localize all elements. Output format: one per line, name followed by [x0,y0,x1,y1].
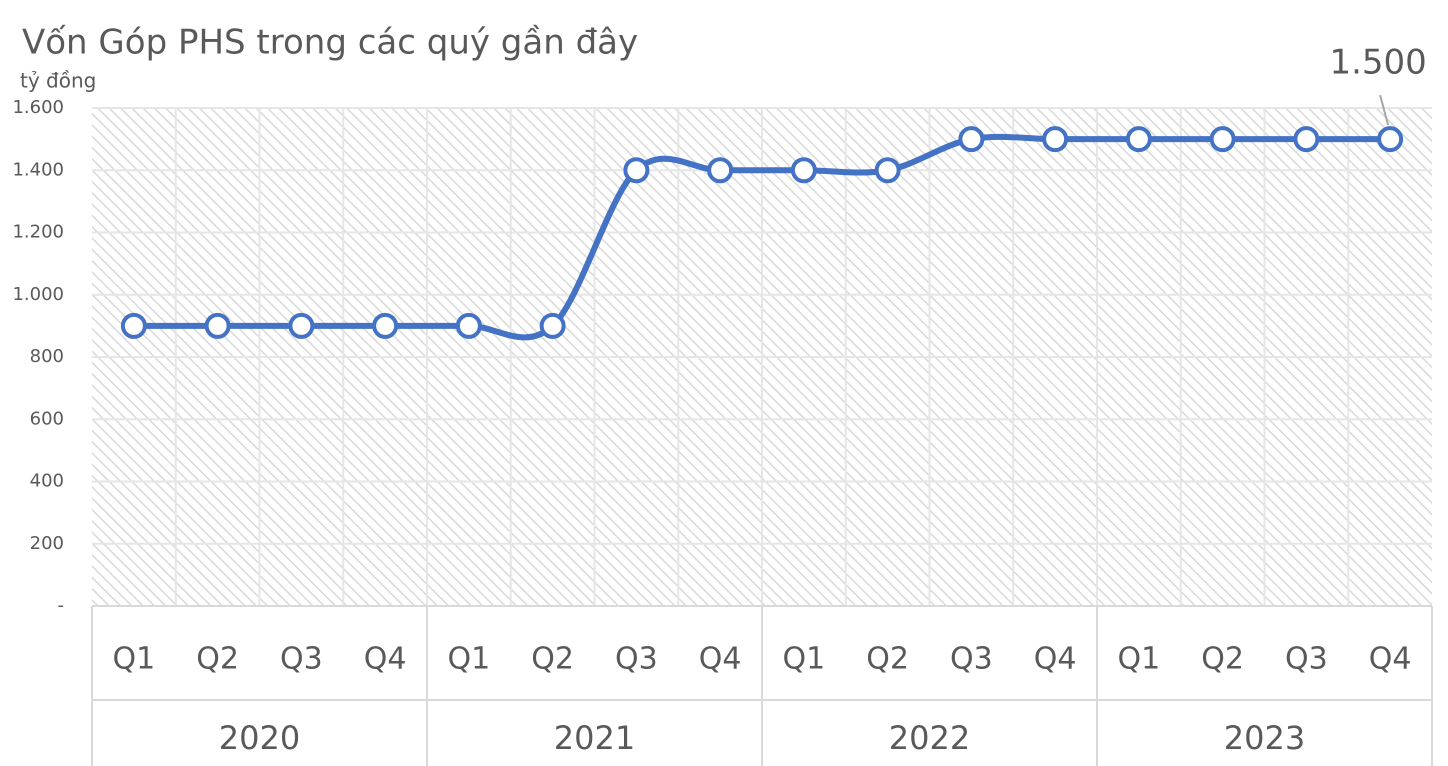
marker [1125,126,1152,153]
marker [539,312,566,339]
x-tick-label: Q1 [113,642,156,677]
marker [1293,126,1320,153]
marker [790,157,817,184]
x-tick-label: Q1 [783,642,826,677]
x-tick-label: Q3 [615,642,658,677]
y-tick-label: 400 [30,471,64,492]
data-label: 1.500 [1329,43,1426,83]
x-group-label: 2020 [219,719,300,757]
y-tick-label: - [58,595,65,616]
x-tick-label: Q4 [1034,642,1077,677]
marker [288,312,315,339]
marker [874,157,901,184]
marker [958,126,985,153]
marker [707,157,734,184]
x-group-label: 2023 [1224,719,1305,757]
x-tick-label: Q2 [866,642,909,677]
x-tick-label: Q4 [1369,642,1412,677]
marker [623,157,650,184]
marker [204,312,231,339]
leader-line [1379,94,1390,126]
x-tick-label: Q3 [280,642,323,677]
x-tick-label: Q3 [950,642,993,677]
marker [455,312,482,339]
marker [1377,126,1404,153]
y-tick-label: 800 [30,346,64,367]
x-group-label: 2022 [889,719,970,757]
series-line [133,133,1391,341]
marker [120,312,147,339]
x-group-label: 2021 [554,719,635,757]
marker [1209,126,1236,153]
x-tick-label: Q3 [1285,642,1328,677]
x-tick-label: Q2 [196,642,239,677]
y-tick-label: 1.600 [12,97,64,118]
y-tick-label: 1.000 [12,284,64,305]
y-axis-label: tỷ đồng [20,69,96,93]
x-tick-label: Q4 [699,642,742,677]
y-tick-label: 1.200 [12,222,64,243]
y-tick-label: 200 [30,533,64,554]
chart-title: Vốn Góp PHS trong các quý gần đây [22,23,638,63]
x-tick-label: Q2 [1201,642,1244,677]
marker [372,312,399,339]
x-tick-label: Q1 [1118,642,1161,677]
x-tick-label: Q2 [531,642,574,677]
y-tick-label: 1.400 [12,159,64,180]
x-tick-label: Q1 [448,642,491,677]
y-tick-label: 600 [30,408,64,429]
marker [1042,126,1069,153]
x-tick-label: Q4 [364,642,407,677]
